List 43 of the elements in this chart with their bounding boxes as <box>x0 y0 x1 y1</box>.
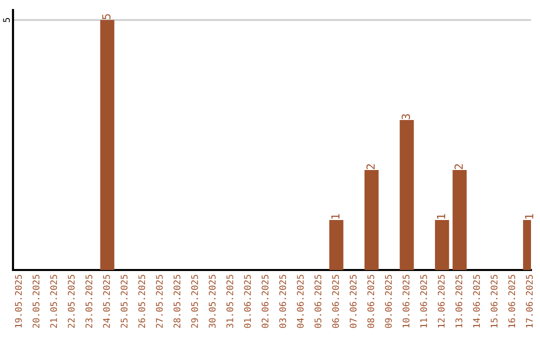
x-tick-label: 25.05.2025 <box>120 274 128 328</box>
data-label: 1 <box>331 214 340 219</box>
x-tick-label: 17.06.2025 <box>526 274 533 328</box>
x-tick-label: 19.05.2025 <box>14 274 22 328</box>
x-tick-label: 20.05.2025 <box>32 274 40 328</box>
x-tick-label: 12.06.2025 <box>438 274 445 328</box>
x-tick-label: 03.06.2025 <box>279 274 286 328</box>
x-tick-label: 28.05.2025 <box>174 274 180 328</box>
bar <box>452 170 467 270</box>
x-tick-label: 11.06.2025 <box>420 274 428 328</box>
x-tick-label: 06.06.2025 <box>332 274 339 328</box>
data-label: 3 <box>402 114 410 120</box>
bar <box>329 220 344 270</box>
bar <box>400 120 414 270</box>
x-tick-label: 05.06.2025 <box>314 274 322 328</box>
x-tick-label: 01.06.2025 <box>244 274 251 328</box>
x-tick-label: 31.05.2025 <box>226 274 234 328</box>
x-tick-label: 09.06.2025 <box>384 274 392 328</box>
x-tick-label: 08.06.2025 <box>367 274 374 328</box>
x-tick-label: 24.05.2025 <box>103 274 110 328</box>
data-label: 2 <box>454 164 463 170</box>
bar <box>434 220 450 270</box>
x-tick-label: 10.06.2025 <box>402 274 410 328</box>
x-tick-label: 30.05.2025 <box>208 274 216 328</box>
x-tick-label: 22.05.2025 <box>68 274 75 328</box>
x-tick-label: 23.05.2025 <box>85 274 92 328</box>
x-tick-label: 15.06.2025 <box>490 274 498 328</box>
data-label: 1 <box>525 214 534 219</box>
data-label: 1 <box>437 214 446 219</box>
x-tick-label: 07.06.2025 <box>350 274 357 328</box>
bar <box>364 170 379 270</box>
x-tick-label: 21.05.2025 <box>50 274 58 328</box>
x-tick-label: 13.06.2025 <box>455 274 462 328</box>
x-tick-label: 29.05.2025 <box>191 274 198 328</box>
x-tick-label: 27.05.2025 <box>156 274 163 328</box>
x-tick-label: 14.06.2025 <box>473 274 480 328</box>
x-tick-label: 02.06.2025 <box>262 274 268 328</box>
data-label: 2 <box>366 164 375 170</box>
x-tick-label: 04.06.2025 <box>296 274 304 328</box>
data-label: 5 <box>102 14 111 20</box>
x-tick-label: 16.06.2025 <box>508 274 516 328</box>
bar <box>100 20 114 270</box>
x-tick-label: 26.05.2025 <box>138 274 146 328</box>
